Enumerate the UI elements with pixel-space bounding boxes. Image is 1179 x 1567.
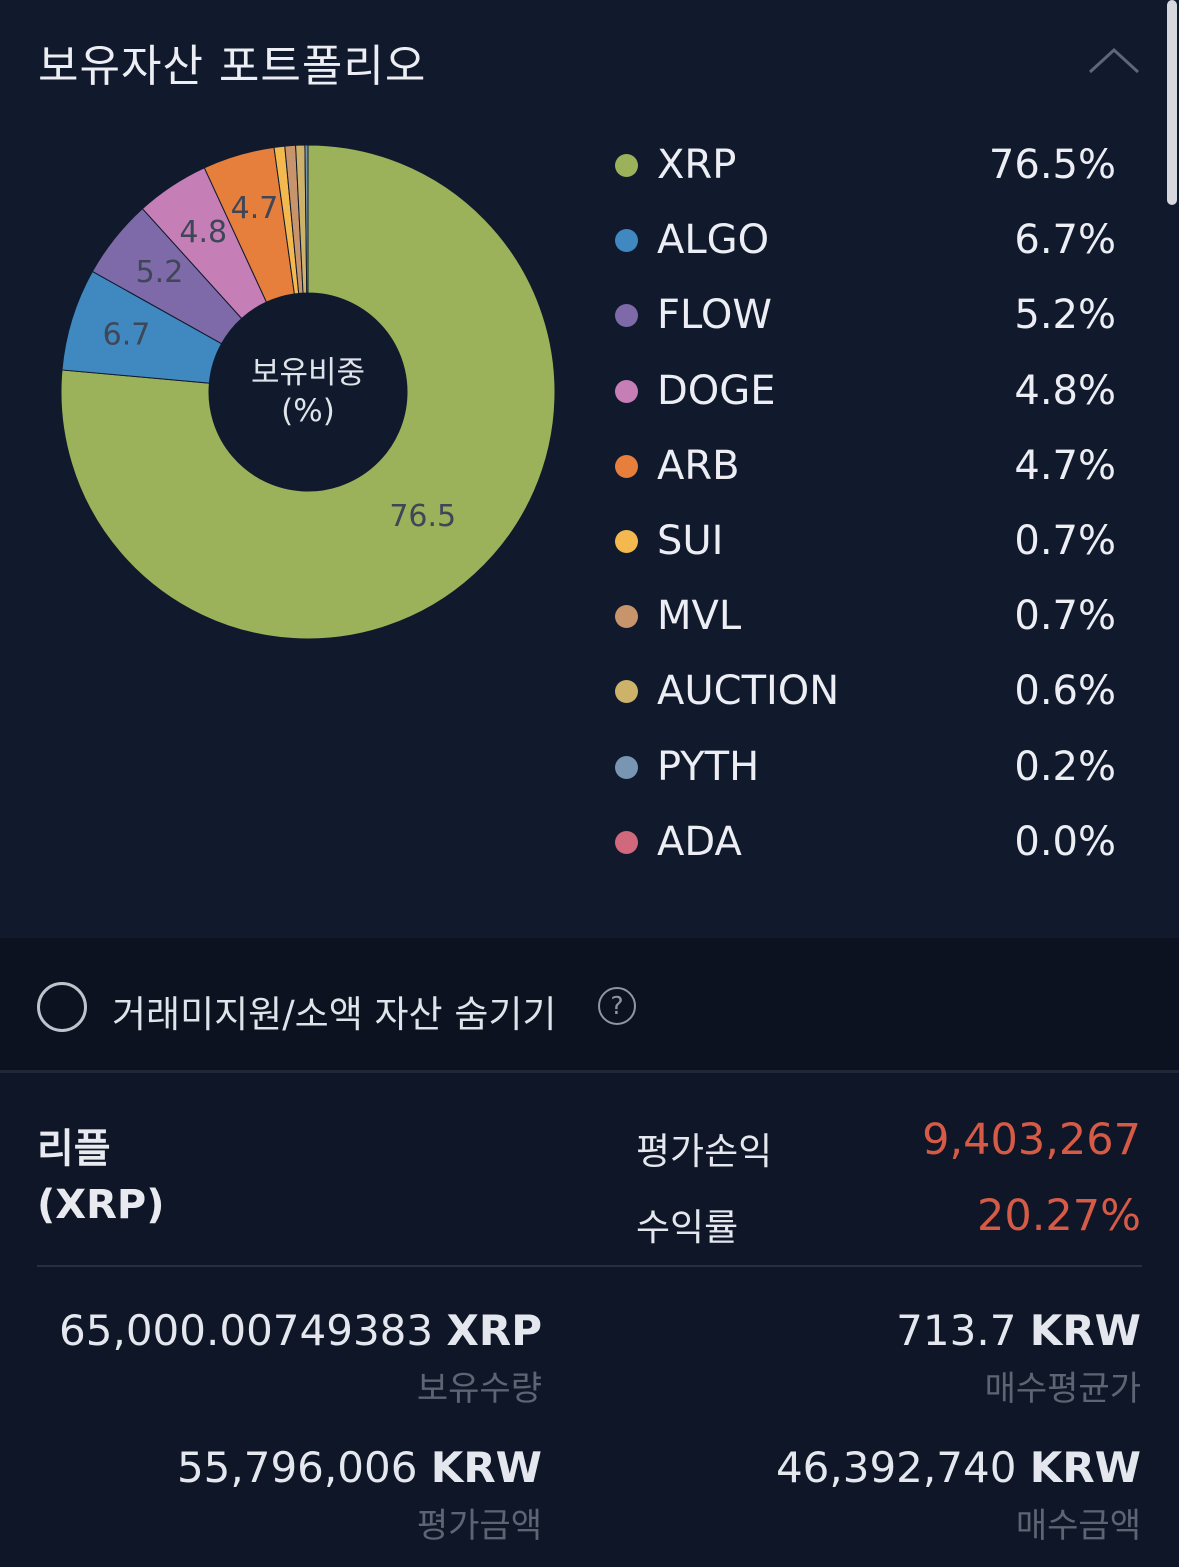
- holding-amount-number: 65,000.00749383: [59, 1306, 434, 1355]
- pie-label-xrp: 76.5: [389, 499, 456, 534]
- legend-name: XRP: [657, 142, 737, 188]
- legend-dot-icon: [615, 755, 638, 779]
- valuation-stat: 55,796,006 KRW 평가금액: [22, 1443, 542, 1547]
- legend-dot-icon: [615, 529, 638, 553]
- scrollbar[interactable]: [1167, 0, 1177, 205]
- legend-item-doge[interactable]: DOGE 4.8%: [612, 354, 1122, 429]
- hide-small-assets-label[interactable]: 거래미지원/소액 자산 숨기기: [112, 993, 557, 1036]
- legend-name: ARB: [657, 442, 740, 489]
- legend-dot-icon: [615, 379, 638, 403]
- legend-dot-icon: [615, 454, 638, 478]
- valuation-label: 평가금액: [416, 1506, 542, 1546]
- legend-item-xrp[interactable]: XRP 76.5%: [612, 128, 1122, 203]
- pl-value: 9,403,267: [922, 1115, 1141, 1165]
- pie-label-doge: 4.8: [179, 215, 227, 250]
- help-icon[interactable]: ?: [598, 987, 636, 1025]
- legend-item-pyth[interactable]: PYTH 0.2%: [612, 730, 1122, 805]
- page-title: 보유자산 포트폴리오: [38, 41, 427, 92]
- chevron-up-icon: [1088, 47, 1140, 74]
- legend-name: PYTH: [657, 743, 760, 790]
- portfolio-section: 보유자산 포트폴리오 76.5 6.7 5.2 4.8 4.7 보유비중 (%) XRP…: [38, 40, 1144, 880]
- legend-percent: 0.7%: [1014, 593, 1116, 640]
- asset-card[interactable]: 리플 (XRP) 평가손익 9,403,267 수익률 20.27% 65,00…: [0, 1073, 1179, 1567]
- legend-name: SUI: [657, 517, 724, 564]
- purchase-label: 매수금액: [1015, 1506, 1141, 1546]
- avg-price-label: 매수평균가: [984, 1369, 1141, 1409]
- legend-dot-icon: [615, 680, 638, 704]
- avg-price-stat: 713.7 KRW 매수평균가: [621, 1306, 1141, 1410]
- legend-dot-icon: [615, 154, 638, 177]
- purchase-stat: 46,392,740 KRW 매수금액: [621, 1443, 1141, 1547]
- legend-dot-icon: [615, 605, 638, 629]
- pl-label: 평가손익: [636, 1130, 773, 1173]
- legend-item-algo[interactable]: ALGO 6.7%: [612, 203, 1122, 278]
- legend-item-arb[interactable]: ARB 4.7%: [612, 429, 1122, 504]
- legend-percent: 0.7%: [1014, 517, 1116, 564]
- legend-dot-icon: [615, 229, 638, 253]
- avg-price-unit: KRW: [1029, 1306, 1141, 1355]
- legend-name: FLOW: [657, 292, 772, 339]
- legend-percent: 6.7%: [1014, 217, 1116, 264]
- divider: [0, 1070, 1179, 1073]
- legend-percent: 4.8%: [1014, 367, 1116, 414]
- valuation-value: 55,796,006 KRW: [22, 1443, 542, 1492]
- pie-center-hole: [209, 293, 407, 491]
- avg-price-number: 713.7: [896, 1306, 1017, 1355]
- purchase-unit: KRW: [1029, 1443, 1141, 1492]
- legend-percent: 0.6%: [1014, 668, 1116, 715]
- legend-item-mvl[interactable]: MVL 0.7%: [612, 579, 1122, 654]
- legend-item-flow[interactable]: FLOW 5.2%: [612, 278, 1122, 353]
- holding-amount-stat: 65,000.00749383 XRP 보유수량: [22, 1306, 542, 1410]
- return-value: 20.27%: [977, 1191, 1141, 1241]
- legend-item-ada[interactable]: ADA 0.0%: [612, 805, 1122, 880]
- legend-item-sui[interactable]: SUI 0.7%: [612, 504, 1122, 579]
- purchase-number: 46,392,740: [775, 1443, 1017, 1492]
- purchase-value: 46,392,740 KRW: [621, 1443, 1141, 1492]
- legend-dot-icon: [615, 830, 638, 854]
- valuation-unit: KRW: [430, 1443, 542, 1492]
- legend-name: ADA: [657, 818, 742, 865]
- holding-amount-unit: XRP: [446, 1306, 542, 1355]
- holding-amount-label: 보유수량: [416, 1369, 542, 1409]
- legend-item-auction[interactable]: AUCTION 0.6%: [612, 654, 1122, 729]
- holding-amount-value: 65,000.00749383 XRP: [22, 1306, 542, 1355]
- asset-korean-name: 리플: [37, 1126, 111, 1172]
- return-label: 수익률: [636, 1206, 739, 1249]
- pie-chart: 76.5 6.7 5.2 4.8 4.7 보유비중 (%): [56, 140, 560, 644]
- legend-percent: 0.2%: [1014, 743, 1116, 790]
- asset-name: 리플 (XRP): [37, 1121, 165, 1233]
- avg-price-value: 713.7 KRW: [621, 1306, 1141, 1355]
- pie-chart-svg: 76.5 6.7 5.2 4.84.7: [60, 144, 556, 640]
- filter-bar: 거래미지원/소액 자산 숨기기 ?: [0, 938, 1179, 1070]
- pie-label-algo: 6.7: [103, 317, 151, 352]
- legend-percent: 4.7%: [1014, 442, 1116, 489]
- legend-name: MVL: [657, 593, 742, 640]
- asset-ticker: (XRP): [37, 1182, 165, 1228]
- legend-percent: 76.5%: [988, 142, 1116, 188]
- asset-divider: [37, 1265, 1142, 1267]
- legend-percent: 0.0%: [1014, 818, 1116, 865]
- chart-legend: XRP 76.5% ALGO 6.7% FLOW 5.2% DOGE 4.8% ARB 4.7% S…: [612, 128, 1122, 880]
- valuation-number: 55,796,006: [176, 1443, 418, 1492]
- legend-percent: 5.2%: [1014, 292, 1116, 339]
- legend-name: DOGE: [657, 367, 776, 414]
- legend-dot-icon: [615, 304, 638, 328]
- pie-label-flow: 5.2: [136, 255, 184, 290]
- hide-small-assets-radio[interactable]: [37, 982, 87, 1032]
- collapse-button[interactable]: [1084, 40, 1144, 80]
- legend-name: AUCTION: [657, 668, 840, 715]
- pie-label-arb: 4.7: [231, 191, 279, 226]
- legend-name: ALGO: [657, 217, 770, 264]
